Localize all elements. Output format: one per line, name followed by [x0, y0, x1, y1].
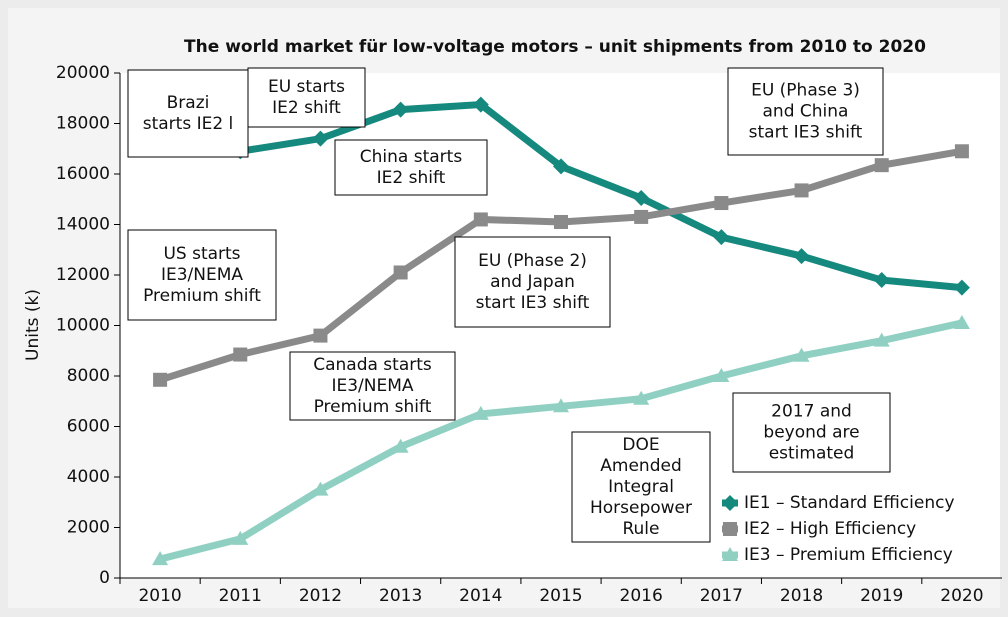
y-tick-label: 0 [99, 568, 110, 588]
annotation-box [571, 431, 711, 543]
marker [393, 265, 408, 280]
marker [713, 229, 730, 246]
y-tick-label: 2000 [67, 518, 110, 538]
annotation-text: Rule [622, 519, 659, 539]
marker [633, 390, 650, 405]
marker [722, 495, 738, 511]
annotation-text: 2017 and [771, 402, 852, 422]
marker [153, 372, 168, 387]
y-axis-label: Units (k) [23, 289, 43, 361]
y-tick-label: 14000 [56, 215, 110, 235]
marker [392, 438, 409, 453]
marker [312, 130, 329, 147]
annotation-text: beyond are [763, 423, 859, 443]
marker [793, 347, 810, 362]
annotation-box [127, 229, 277, 321]
marker [232, 530, 249, 545]
annotation-text: Canada starts [313, 355, 432, 375]
annotation-text: IE3/NEMA [161, 265, 243, 285]
y-tick-label: 12000 [56, 265, 110, 285]
marker [953, 314, 970, 329]
x-tick-label: 2020 [940, 586, 983, 606]
annotation-text: IE2 shift [272, 98, 341, 118]
y-tick-label: 20000 [56, 63, 110, 83]
annotation-text: Premium shift [143, 286, 261, 306]
x-tick-label: 2019 [860, 586, 903, 606]
annotation-text: Brazi [167, 93, 210, 113]
annotation-text: and Japan [490, 272, 575, 292]
annotation-box [247, 67, 366, 128]
annotation-box [732, 392, 891, 473]
marker [873, 272, 890, 289]
marker [953, 279, 970, 296]
annotation-box [727, 67, 884, 156]
x-tick-label: 2016 [620, 586, 663, 606]
y-tick-label: 16000 [56, 164, 110, 184]
chart-title: The world market für low-voltage motors … [184, 37, 926, 57]
annotation-text: DOE [622, 435, 659, 455]
annotation-text: estimated [769, 444, 855, 464]
x-tick-label: 2017 [700, 586, 743, 606]
x-tick-label: 2018 [780, 586, 823, 606]
x-tick-label: 2015 [539, 586, 582, 606]
x-tick-label: 2014 [459, 586, 502, 606]
marker [873, 332, 890, 347]
marker [714, 196, 729, 211]
marker [313, 328, 328, 343]
annotation-text: China starts [360, 147, 463, 167]
annotation-text: EU (Phase 2) [478, 251, 587, 271]
x-tick-label: 2011 [219, 586, 262, 606]
annotation-text: IE2 shift [377, 168, 446, 188]
marker [713, 368, 730, 382]
annotation-text: and China [763, 102, 849, 122]
annotation-text: Premium shift [314, 397, 432, 417]
marker [723, 522, 737, 536]
annotation-box [289, 351, 456, 421]
marker [233, 347, 248, 362]
legend-label: IE3 – Premium Efficiency [744, 545, 953, 565]
annotation-box [334, 139, 488, 196]
marker [472, 96, 489, 113]
marker [473, 212, 488, 227]
y-tick-label: 6000 [67, 417, 110, 437]
x-tick-label: 2010 [138, 586, 181, 606]
annotation-text: Amended [600, 456, 681, 476]
legend-label: IE1 – Standard Efficiency [744, 493, 955, 513]
marker [554, 214, 568, 229]
marker [633, 189, 650, 206]
marker [392, 101, 409, 118]
annotation-text: IE3/NEMA [331, 376, 413, 396]
marker [152, 551, 169, 566]
marker [472, 405, 489, 420]
x-tick-label: 2013 [379, 586, 422, 606]
y-tick-label: 10000 [56, 316, 110, 336]
marker [722, 547, 738, 561]
annotation-box [454, 236, 611, 328]
annotation-box [127, 69, 249, 158]
annotation-text: EU (Phase 3) [751, 81, 860, 101]
y-tick-label: 4000 [67, 467, 110, 487]
marker [634, 209, 649, 224]
annotation-text: starts IE2 l [143, 114, 234, 134]
annotation-text: EU starts [268, 77, 345, 97]
marker [553, 158, 569, 175]
marker [312, 481, 329, 496]
marker [793, 248, 810, 265]
annotation-text: start IE3 shift [476, 293, 590, 313]
y-tick-label: 18000 [56, 114, 110, 134]
marker [954, 144, 969, 159]
annotation-text: start IE3 shift [749, 123, 863, 143]
legend-label: IE2 – High Efficiency [744, 519, 916, 539]
x-tick-label: 2012 [299, 586, 342, 606]
marker [553, 398, 569, 413]
marker [794, 183, 809, 198]
y-tick-label: 8000 [67, 366, 110, 386]
marker [874, 158, 889, 173]
annotation-text: Horsepower [590, 498, 692, 518]
annotation-text: Integral [608, 477, 674, 497]
annotation-text: US starts [163, 244, 240, 264]
